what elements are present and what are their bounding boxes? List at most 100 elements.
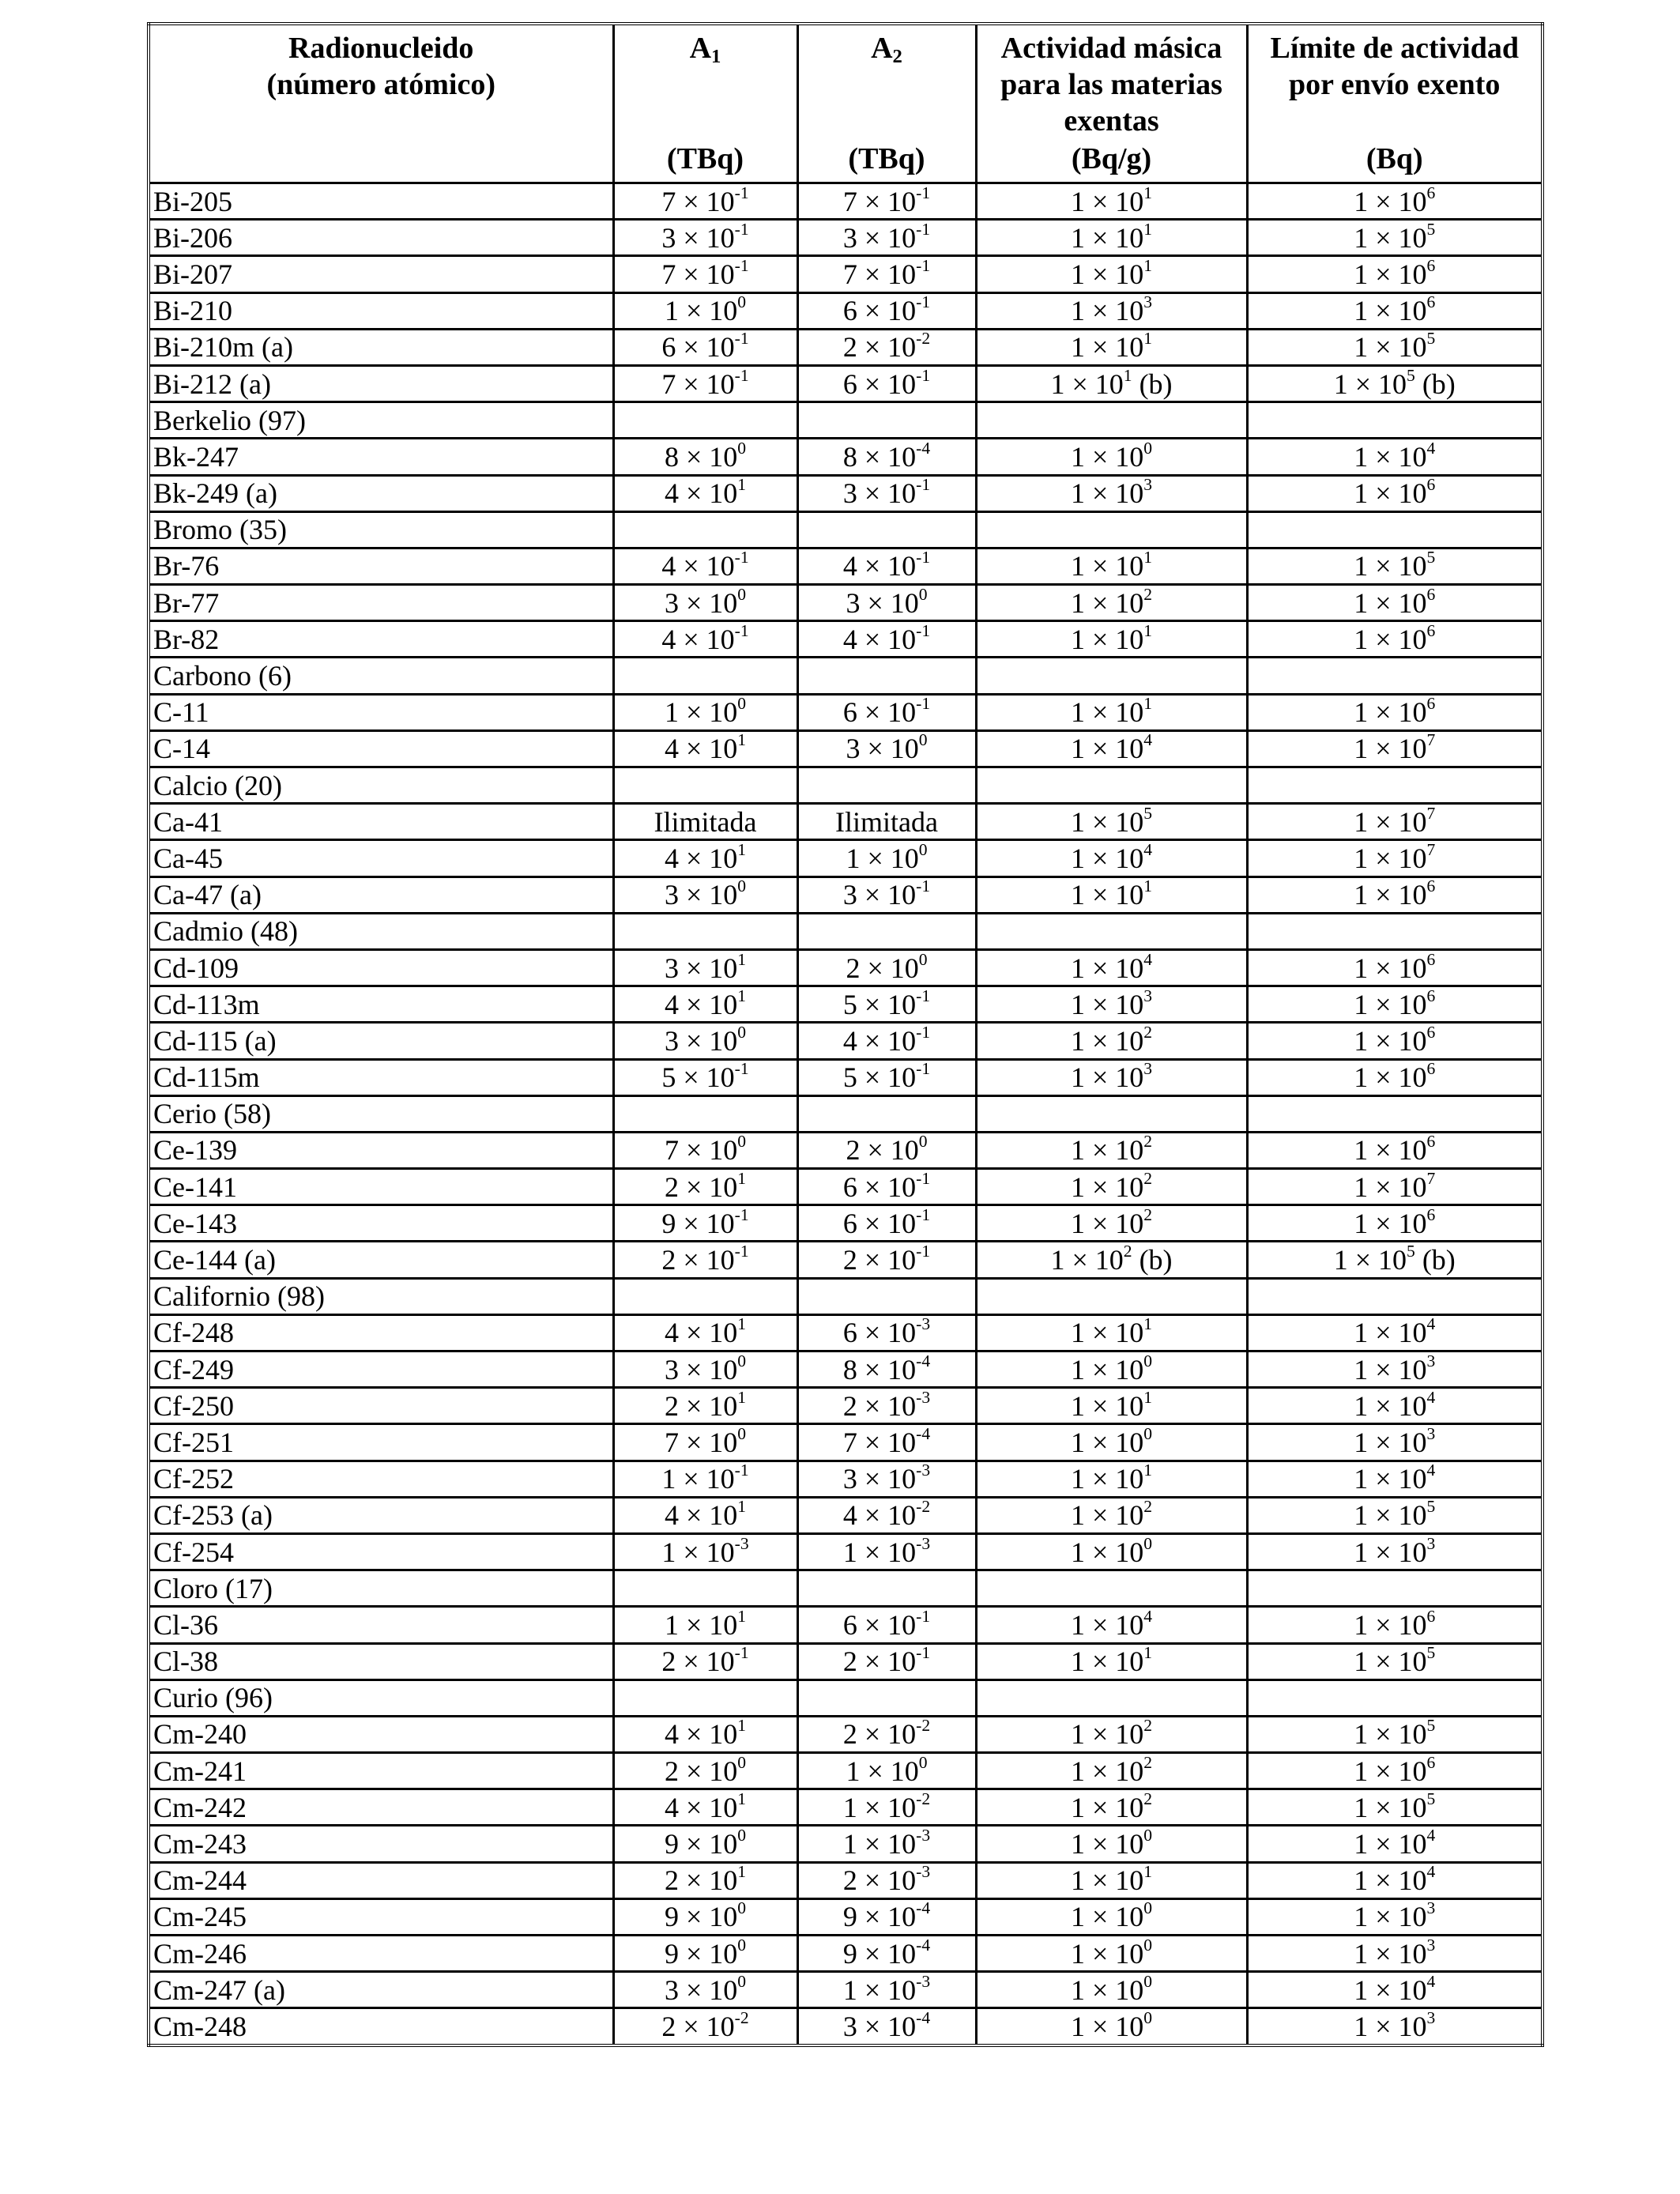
header-a1: A1 (TBq): [612, 22, 799, 184]
exponent: -4: [916, 1423, 931, 1443]
mass-activity-cell: 1 × 105: [974, 802, 1249, 842]
exponent: 5: [1426, 219, 1436, 239]
activity-limit-cell: 1 × 105: [1245, 1788, 1544, 1827]
a1-cell: [612, 510, 799, 549]
table-row: Ca-47 (a) 3 × 100 3 × 10-1 1 × 101 1 × 106: [147, 875, 1544, 914]
table-row: Ce-139 7 × 100 2 × 100 1 × 102 1 × 106: [147, 1130, 1544, 1171]
table-row: Br-77 3 × 100 3 × 100 1 × 102 1 × 106: [147, 583, 1544, 623]
mass-activity-cell: 1 × 104: [974, 948, 1249, 988]
activity-limit-cell: [1245, 510, 1544, 549]
exponent: 4: [1426, 1387, 1436, 1407]
exponent: 2: [1143, 1022, 1153, 1042]
a2-cell: 7 × 10-1: [796, 181, 977, 221]
exponent: -1: [734, 219, 749, 239]
a1-cell: 3 × 10-1: [612, 218, 799, 258]
mass-activity-cell: [974, 656, 1249, 696]
element-group-row: Calcio (20): [147, 765, 1544, 805]
exponent: 0: [1143, 2007, 1153, 2027]
exponent: 1: [1143, 219, 1153, 239]
element-group-row: Carbono (6): [147, 656, 1544, 696]
mass-activity-cell: 1 × 103: [974, 985, 1249, 1024]
a1-cell: 2 × 100: [612, 1751, 799, 1791]
exponent: 1: [1143, 1643, 1153, 1662]
exponent: 6: [1426, 1059, 1436, 1078]
mass-activity-cell: 1 × 101: [974, 875, 1249, 914]
a1-cell: 7 × 100: [612, 1130, 799, 1171]
mass-activity-cell: 1 × 101: [974, 218, 1249, 258]
mass-activity-cell: 1 × 102: [974, 1714, 1249, 1755]
activity-limit-cell: 1 × 106: [1245, 1130, 1544, 1171]
a1-cell: 4 × 101: [612, 473, 799, 513]
a1-cell: [612, 656, 799, 696]
radionuclide-cell: Bi-206: [147, 218, 615, 258]
exponent: 3: [1426, 2007, 1436, 2027]
exponent: 5: [1426, 1789, 1436, 1808]
radionuclide-cell: Bi-210: [147, 291, 615, 330]
exponent: -1: [916, 219, 931, 239]
exponent: -1: [916, 255, 931, 275]
a2-cell: Ilimitada: [796, 802, 977, 842]
table-row: Ce-143 9 × 10-1 6 × 10-1 1 × 102 1 × 106: [147, 1204, 1544, 1243]
activity-limit-cell: 1 × 105: [1245, 546, 1544, 586]
a1-cell: 1 × 10-1: [612, 1459, 799, 1498]
exponent: 2: [1143, 1168, 1153, 1188]
table-body: Bi-205 7 × 10-1 7 × 10-1 1 × 101 1 × 106 Bi-2…: [147, 181, 1544, 2047]
exponent: 1: [737, 949, 747, 969]
table-row: C-14 4 × 101 3 × 100 1 × 104 1 × 107: [147, 729, 1544, 769]
exponent: 1: [737, 986, 747, 1005]
radionuclide-cell: Cm-247 (a): [147, 1970, 615, 2010]
radionuclide-cell: Bi-212 (a): [147, 364, 615, 404]
exponent: -1: [916, 1022, 931, 1042]
exponent: 5: [1426, 1643, 1436, 1662]
a2-cell: 9 × 10-4: [796, 1933, 977, 1973]
table-row: Cf-254 1 × 10-3 1 × 10-3 1 × 100 1 × 103: [147, 1532, 1544, 1572]
activity-limit-cell: 1 × 106: [1245, 948, 1544, 988]
a2-cell: 6 × 10-1: [796, 1204, 977, 1243]
mass-activity-cell: 1 × 104: [974, 1605, 1249, 1645]
radionuclide-cell: C-11: [147, 692, 615, 732]
exponent: 4: [1143, 730, 1153, 750]
exponent: 1: [1143, 255, 1153, 275]
a1-cell: [612, 1276, 799, 1316]
exponent: 2: [1123, 1241, 1132, 1261]
activity-limit-cell: 1 × 103: [1245, 1532, 1544, 1572]
a1-cell: 2 × 101: [612, 1386, 799, 1426]
mass-activity-cell: 1 × 101: [974, 620, 1249, 659]
element-group-row: Cadmio (48): [147, 911, 1544, 951]
a1-cell: 4 × 101: [612, 729, 799, 769]
activity-limit-cell: 1 × 106: [1245, 1204, 1544, 1243]
exponent: 5: [1426, 329, 1436, 349]
activity-limit-cell: 1 × 107: [1245, 729, 1544, 769]
a2-cell: 2 × 10-2: [796, 327, 977, 367]
activity-limit-cell: 1 × 107: [1245, 1167, 1544, 1207]
exponent: 1: [1143, 694, 1153, 714]
activity-limit-cell: 1 × 105: [1245, 1642, 1544, 1681]
activity-limit-cell: 1 × 105 (b): [1245, 1240, 1544, 1280]
exponent: 1: [1143, 876, 1153, 895]
exponent: 0: [1143, 1423, 1153, 1443]
exponent: -1: [734, 620, 749, 640]
a2-cell: 9 × 10-4: [796, 1897, 977, 1937]
exponent: -4: [916, 1898, 931, 1918]
exponent: 4: [1426, 438, 1436, 458]
exponent: 6: [1426, 183, 1436, 202]
exponent: -1: [916, 1204, 931, 1224]
activity-limit-cell: 1 × 107: [1245, 802, 1544, 842]
a1-cell: [612, 765, 799, 805]
exponent: 0: [1143, 1898, 1153, 1918]
exponent: 0: [918, 1752, 928, 1772]
exponent: -3: [916, 1533, 931, 1553]
a2-cell: [796, 510, 977, 549]
a1-cell: [612, 1569, 799, 1608]
header-a1-unit: (TBq): [666, 142, 744, 175]
exponent: 7: [1426, 1168, 1436, 1188]
a1-cell: 2 × 10-1: [612, 1642, 799, 1681]
mass-activity-cell: 1 × 104: [974, 729, 1249, 769]
table-row: Cf-249 3 × 100 8 × 10-4 1 × 100 1 × 103: [147, 1349, 1544, 1389]
exponent: 6: [1426, 1606, 1436, 1626]
table-row: Ca-41 Ilimitada Ilimitada 1 × 105 1 × 107: [147, 802, 1544, 842]
radionuclide-cell: Bi-205: [147, 181, 615, 221]
a2-cell: 2 × 10-2: [796, 1714, 977, 1755]
table-row: Cl-38 2 × 10-1 2 × 10-1 1 × 101 1 × 105: [147, 1642, 1544, 1681]
mass-activity-cell: 1 × 102: [974, 1495, 1249, 1535]
